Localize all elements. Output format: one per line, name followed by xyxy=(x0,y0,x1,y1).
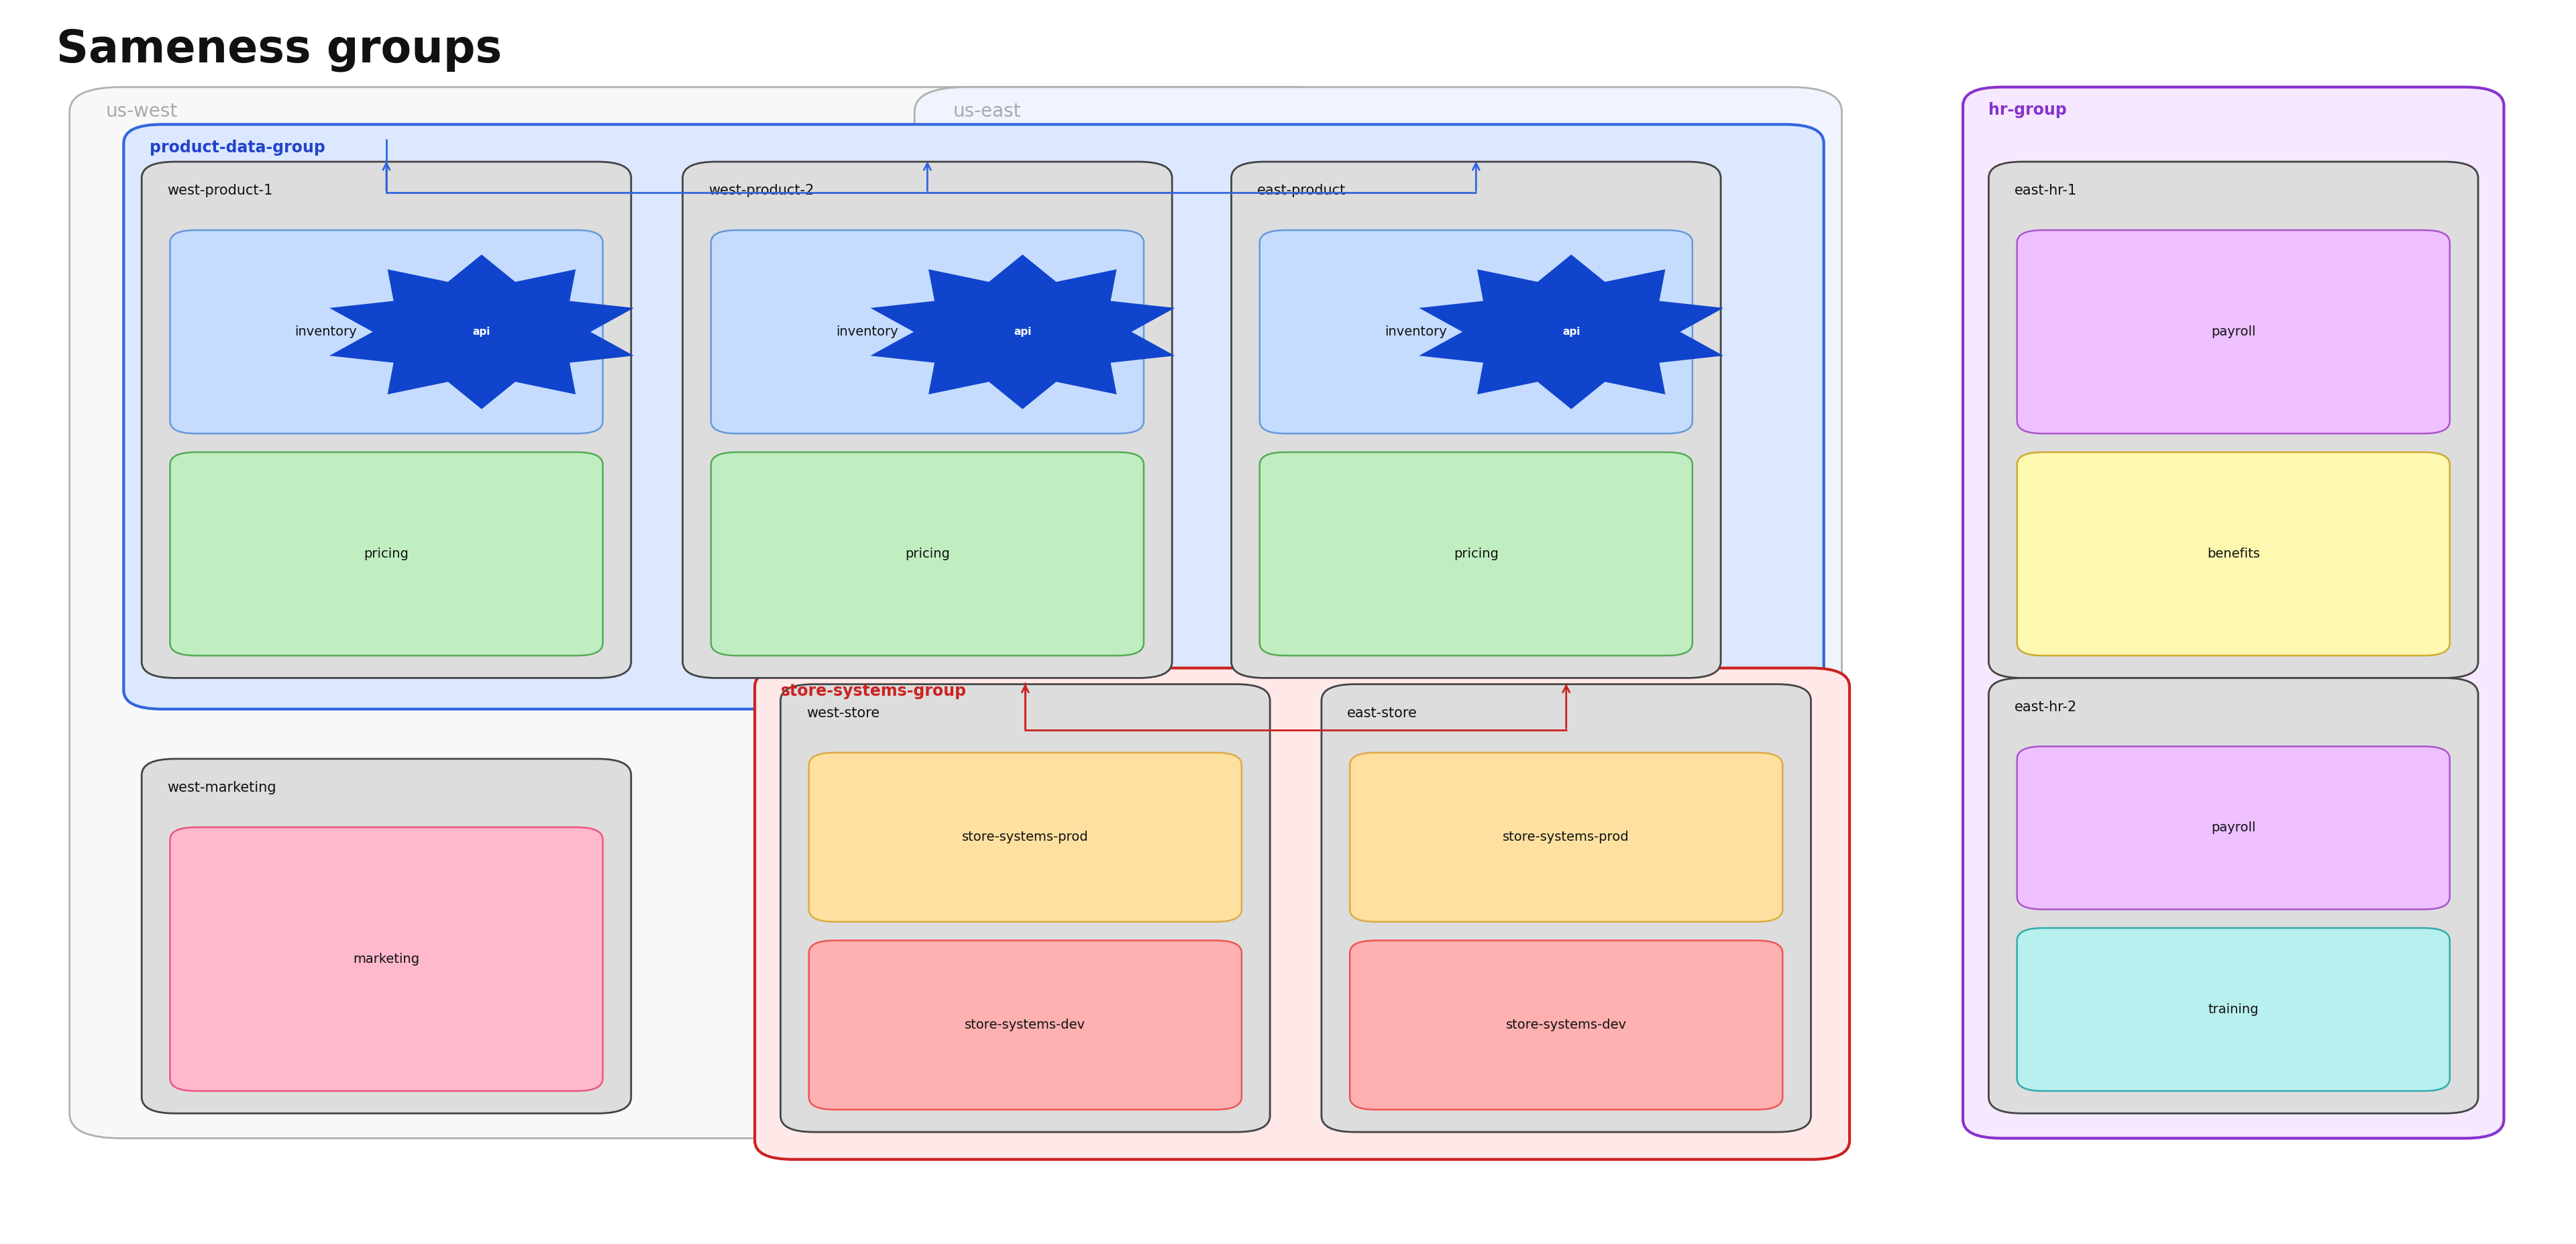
FancyBboxPatch shape xyxy=(914,87,1842,1138)
Text: training: training xyxy=(2208,1003,2259,1016)
FancyBboxPatch shape xyxy=(809,753,1242,922)
Text: pricing: pricing xyxy=(904,547,951,560)
FancyBboxPatch shape xyxy=(124,124,1824,709)
FancyBboxPatch shape xyxy=(2017,452,2450,656)
Text: east-hr-2: east-hr-2 xyxy=(2014,700,2076,714)
FancyBboxPatch shape xyxy=(142,759,631,1113)
FancyBboxPatch shape xyxy=(2017,928,2450,1091)
FancyBboxPatch shape xyxy=(781,684,1270,1132)
Text: Sameness groups: Sameness groups xyxy=(57,27,502,72)
Text: hr-group: hr-group xyxy=(1989,102,2066,118)
FancyBboxPatch shape xyxy=(1963,87,2504,1138)
Text: store-systems-prod: store-systems-prod xyxy=(961,831,1090,843)
Text: west-marketing: west-marketing xyxy=(167,781,276,795)
Text: store-systems-dev: store-systems-dev xyxy=(966,1019,1084,1031)
FancyBboxPatch shape xyxy=(711,452,1144,656)
Text: east-product: east-product xyxy=(1257,184,1345,198)
FancyBboxPatch shape xyxy=(1989,678,2478,1113)
FancyBboxPatch shape xyxy=(1989,162,2478,678)
FancyBboxPatch shape xyxy=(170,452,603,656)
Polygon shape xyxy=(330,255,634,409)
Text: east-store: east-store xyxy=(1347,707,1417,720)
FancyBboxPatch shape xyxy=(2017,746,2450,909)
FancyBboxPatch shape xyxy=(142,162,631,678)
Text: payroll: payroll xyxy=(2210,821,2257,835)
Text: pricing: pricing xyxy=(363,547,410,560)
Polygon shape xyxy=(1419,255,1723,409)
FancyBboxPatch shape xyxy=(2017,230,2450,434)
FancyBboxPatch shape xyxy=(755,668,1850,1159)
Text: marketing: marketing xyxy=(353,953,420,965)
Text: store-systems-prod: store-systems-prod xyxy=(1502,831,1631,843)
Text: benefits: benefits xyxy=(2208,547,2259,560)
FancyBboxPatch shape xyxy=(1350,753,1783,922)
FancyBboxPatch shape xyxy=(1350,940,1783,1110)
FancyBboxPatch shape xyxy=(809,940,1242,1110)
Text: east-hr-1: east-hr-1 xyxy=(2014,184,2076,198)
Text: store-systems-group: store-systems-group xyxy=(781,683,966,699)
FancyBboxPatch shape xyxy=(1260,230,1692,434)
Text: us-west: us-west xyxy=(106,102,178,121)
Text: api: api xyxy=(474,327,489,337)
Text: payroll: payroll xyxy=(2210,326,2257,338)
FancyBboxPatch shape xyxy=(1260,452,1692,656)
FancyBboxPatch shape xyxy=(1321,684,1811,1132)
Polygon shape xyxy=(871,255,1175,409)
Text: inventory: inventory xyxy=(835,326,899,338)
Text: inventory: inventory xyxy=(1383,326,1448,338)
FancyBboxPatch shape xyxy=(170,230,603,434)
FancyBboxPatch shape xyxy=(1231,162,1721,678)
FancyBboxPatch shape xyxy=(683,162,1172,678)
Text: product-data-group: product-data-group xyxy=(149,139,325,156)
Text: us-east: us-east xyxy=(953,102,1020,121)
Text: api: api xyxy=(1564,327,1579,337)
FancyBboxPatch shape xyxy=(711,230,1144,434)
Text: west-product-2: west-product-2 xyxy=(708,184,814,198)
Text: west-store: west-store xyxy=(806,707,878,720)
Text: west-product-1: west-product-1 xyxy=(167,184,273,198)
Text: pricing: pricing xyxy=(1453,547,1499,560)
Text: inventory: inventory xyxy=(294,326,358,338)
FancyBboxPatch shape xyxy=(70,87,1345,1138)
Text: api: api xyxy=(1015,327,1030,337)
Text: store-systems-dev: store-systems-dev xyxy=(1507,1019,1625,1031)
FancyBboxPatch shape xyxy=(170,827,603,1091)
